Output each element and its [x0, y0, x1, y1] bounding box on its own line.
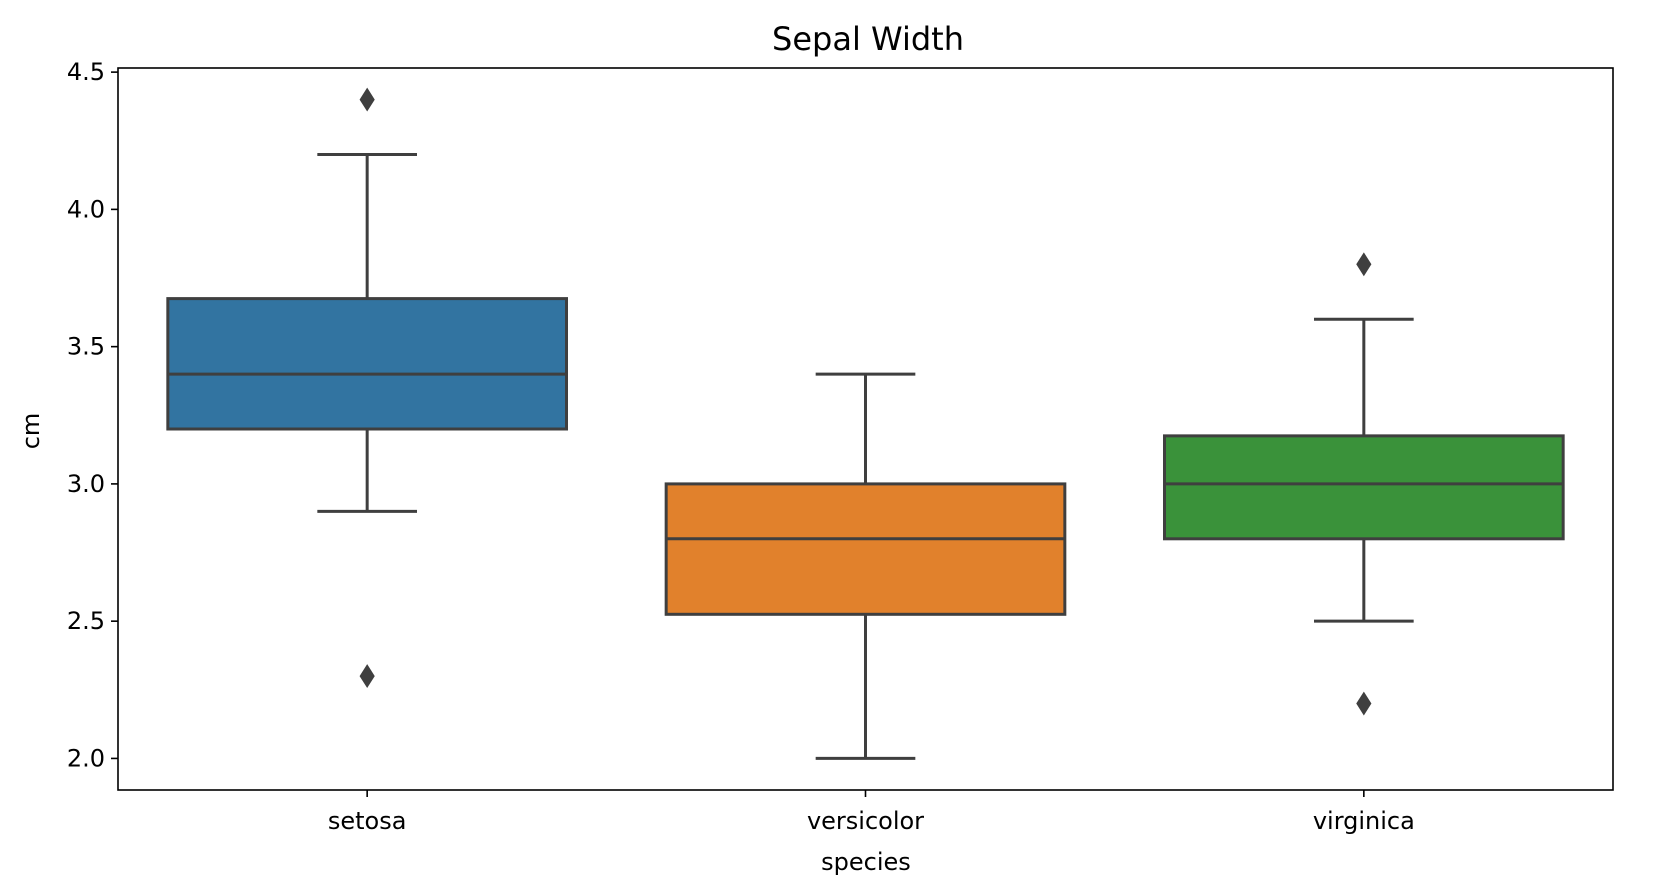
- y-axis: 2.0 2.5 3.0 3.5 4.0 4.5: [67, 58, 118, 772]
- y-tick-label: 4.5: [67, 58, 105, 86]
- x-axis: setosa versicolor virginica: [328, 790, 1415, 835]
- outlier-point: [1356, 691, 1372, 716]
- y-tick-label: 2.0: [67, 744, 105, 772]
- x-tick-label: virginica: [1313, 807, 1415, 835]
- box-group-setosa: [166, 87, 568, 689]
- outlier-point: [1356, 252, 1372, 277]
- box-group-versicolor: [664, 372, 1067, 760]
- box: [664, 482, 1067, 616]
- box: [166, 297, 568, 431]
- y-tick-label: 4.0: [67, 195, 105, 223]
- plot-area: [166, 87, 1565, 760]
- y-tick-label: 3.0: [67, 470, 105, 498]
- x-axis-label: species: [821, 848, 911, 876]
- y-tick-label: 2.5: [67, 607, 105, 635]
- x-tick-label: versicolor: [807, 807, 924, 835]
- box: [1163, 434, 1565, 541]
- y-tick-label: 3.5: [67, 333, 105, 361]
- y-axis-label: cm: [17, 413, 45, 450]
- outlier-point: [359, 664, 375, 689]
- outlier-point: [359, 87, 375, 112]
- x-tick-label: setosa: [328, 807, 407, 835]
- chart-title: Sepal Width: [772, 20, 964, 58]
- box-group-virginica: [1163, 252, 1565, 716]
